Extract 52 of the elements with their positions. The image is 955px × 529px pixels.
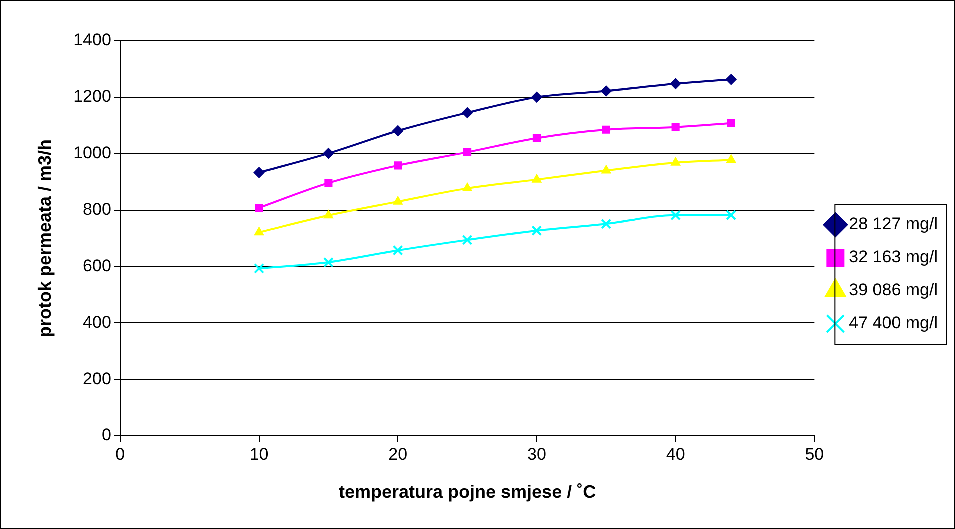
point xyxy=(532,174,542,183)
point xyxy=(602,165,612,174)
point xyxy=(726,74,737,86)
point xyxy=(324,210,334,219)
point xyxy=(601,218,612,230)
point xyxy=(254,227,264,236)
x-tick-label: 10 xyxy=(250,444,269,464)
point xyxy=(392,245,404,256)
y-tick-label: 600 xyxy=(83,256,112,276)
x-tick-label: 40 xyxy=(666,444,686,464)
point xyxy=(602,126,610,134)
point xyxy=(670,157,681,166)
legend-label: 32 163 mg/l xyxy=(849,248,938,267)
x-tick-label: 50 xyxy=(805,444,824,464)
x-tick-label: 0 xyxy=(116,444,126,464)
y-tick-label: 1400 xyxy=(74,30,112,50)
point xyxy=(462,107,474,118)
legend-label: 47 400 mg/l xyxy=(849,314,938,333)
point xyxy=(255,204,264,212)
point xyxy=(254,167,265,178)
point xyxy=(323,257,334,268)
x-tick-label: 20 xyxy=(388,444,408,464)
y-tick-label: 1000 xyxy=(74,144,112,163)
point xyxy=(532,134,541,142)
point xyxy=(394,162,402,170)
x-tick-label: 30 xyxy=(528,444,546,464)
y-tick-label: 400 xyxy=(83,312,112,332)
y-tick-label: 200 xyxy=(83,369,112,388)
point xyxy=(600,86,612,97)
point xyxy=(532,226,542,236)
point xyxy=(323,148,334,160)
legend-label: 28 127 mg/l xyxy=(849,214,938,234)
point xyxy=(531,92,542,103)
y-axis-title: protok permeata / m3/h xyxy=(34,139,55,338)
point xyxy=(392,126,404,137)
point xyxy=(726,154,736,164)
point xyxy=(672,123,680,132)
legend-label: 39 086 mg/l xyxy=(849,280,938,300)
point xyxy=(670,210,682,221)
point xyxy=(393,196,403,205)
point xyxy=(727,119,736,128)
y-tick-label: 1200 xyxy=(74,87,112,106)
y-tick-label: 0 xyxy=(102,426,112,445)
x-axis-title: temperatura pojne smjese / ˚C xyxy=(338,482,596,502)
point xyxy=(464,148,472,156)
point xyxy=(726,210,737,221)
point xyxy=(254,263,265,274)
y-tick-label: 800 xyxy=(83,200,112,219)
point xyxy=(324,179,333,188)
point xyxy=(462,183,472,192)
point xyxy=(462,234,473,246)
point xyxy=(670,78,682,90)
